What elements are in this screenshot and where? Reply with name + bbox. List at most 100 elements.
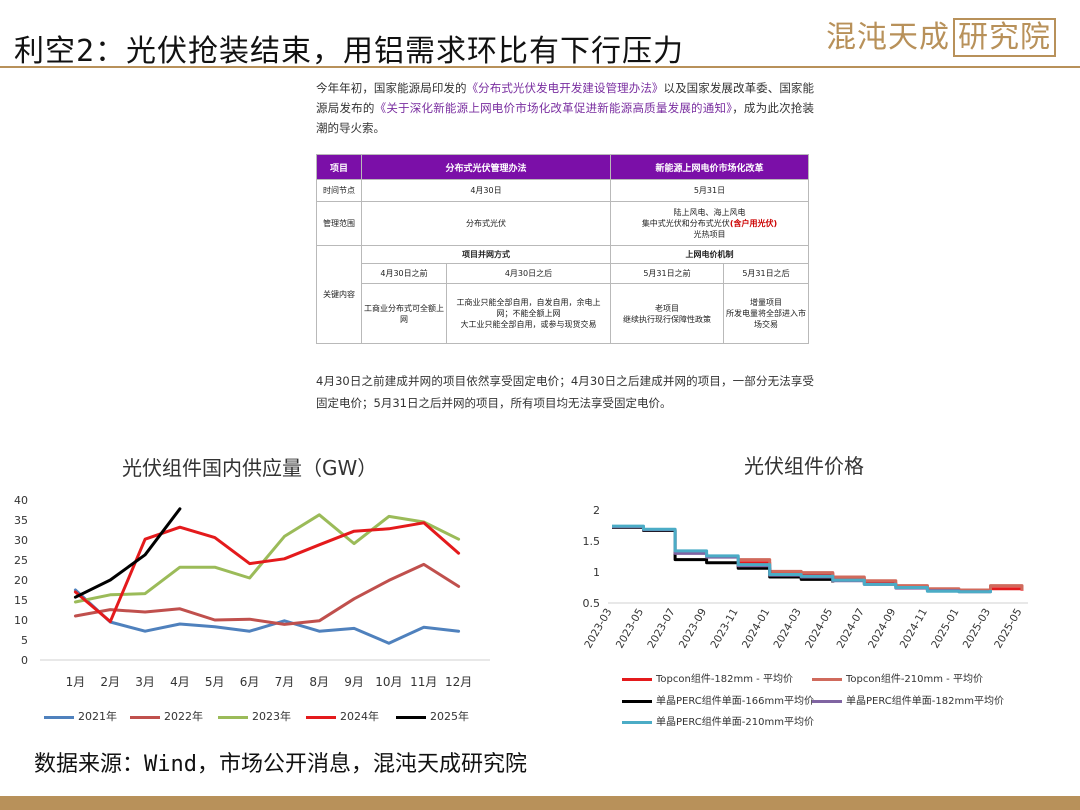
x-tick-label: 11月 (410, 675, 437, 689)
legend-item: 2022年 (130, 708, 203, 724)
legend-swatch (44, 715, 74, 719)
y-tick-label: 25 (14, 554, 28, 567)
key-content-4-line1: 增量项目 (749, 298, 782, 307)
x-tick-label: 2025-01 (929, 607, 961, 651)
key-content-4-line2: 所发电量将全部进入市场交易 (725, 309, 806, 329)
y-tick-label: 30 (14, 534, 28, 547)
key-content-1: 工商业分布式可全额上网 (361, 283, 447, 344)
key-content-3-line1: 老项目 (654, 303, 679, 313)
legend-label: 单晶PERC组件单面-166mm平均价 (656, 696, 814, 707)
key-before-1: 4月30日之前 (361, 263, 447, 284)
price-chart: 0.5 1 1.5 2 2023-03 2023-05 2023-07 2023-09 2023… (582, 504, 1028, 651)
table-row-scope: 管理范围 分布式光伏 陆上风电、海上风电 集中式光伏和分布式光伏(含户用光伏) … (316, 201, 810, 246)
key-sub-1: 项目并网方式 (361, 245, 611, 264)
x-tick-label: 8月 (309, 675, 329, 689)
scope-line-2-red: (含户用光伏) (729, 219, 778, 228)
logo-box-text: 研究院 (953, 18, 1056, 57)
intro-text-c: ，成为此次抢装潮的导火索。 (316, 101, 815, 135)
legend-swatch (622, 699, 652, 703)
legend-label: 单晶PERC组件单面-210mm平均价 (656, 717, 814, 728)
key-content-3-line2: 继续执行现行保障性政策 (622, 314, 711, 324)
scope-line-2: 集中式光伏和分布式光伏 (641, 219, 730, 228)
y-tick-label: 20 (14, 574, 28, 587)
intro-text-a: 今年年初，国家能源局印发的 (316, 81, 467, 95)
table-row-key-content: 工商业分布式可全额上网 工商业只能全部自用，自发自用，余电上网；不能全额上网 大… (317, 283, 810, 344)
series-line-4 (73, 507, 182, 599)
row-label-time: 时间节点 (316, 179, 362, 202)
legend-swatch (812, 677, 842, 681)
x-tick-label: 2023-11 (708, 607, 740, 651)
legend-label: Topcon组件-182mm - 平均价 (656, 674, 793, 685)
x-tick-label: 2023-05 (614, 607, 646, 651)
legend-swatch (218, 715, 248, 719)
key-content-2-line2: 大工业只能全部自用，或参与现货交易 (460, 320, 597, 329)
key-sub-2: 上网电价机制 (609, 245, 810, 264)
summary-paragraph: 4月30日之前建成并网的项目依然享受固定电价；4月30日之后建成并网的项目，一部… (316, 374, 814, 410)
legend-swatch (396, 715, 426, 719)
table-row-time: 时间节点 4月30日 5月31日 (316, 179, 810, 202)
legend-item: 单晶PERC组件单面-166mm平均价 (622, 692, 814, 707)
logo-main-text: 混沌天成 (826, 20, 950, 55)
x-tick-label: 12月 (445, 675, 472, 689)
header-col2: 新能源上网电价市场化改革 (609, 154, 810, 180)
legend-item: 单晶PERC组件单面-182mm平均价 (812, 692, 1004, 707)
intro-text-b: 以及国家发展改革委、国家能源局发布的 (316, 81, 815, 115)
price-series-line-4 (612, 524, 992, 594)
x-tick-label: 6月 (240, 675, 260, 689)
scope-line-3: 光热项目 (693, 230, 726, 239)
legend-item: 2024年 (306, 708, 379, 724)
title-divider (0, 66, 1080, 68)
legend-label: 2023年 (252, 710, 291, 723)
x-tick-label: 1月 (66, 675, 86, 689)
key-after-1: 4月30日之后 (446, 263, 611, 284)
supply-chart: 0 5 10 15 20 25 30 35 40 1月 2月 3月 4月 5月 6月 7月 8月 9月 10月 11月… (14, 494, 490, 689)
legend-label: 单晶PERC组件单面-182mm平均价 (846, 696, 1004, 707)
x-tick-label: 7月 (275, 675, 295, 689)
table-row-key-dates: 4月30日之前 4月30日之后 5月31日之前 5月31日之后 (317, 263, 810, 284)
cell-time-col1: 4月30日 (361, 179, 611, 202)
y-tick-label: 35 (14, 514, 28, 527)
x-tick-label: 2024-07 (835, 607, 867, 651)
legend-label: 2024年 (340, 710, 379, 723)
series-line-2 (73, 513, 461, 604)
y-tick-label: 1.5 (583, 535, 601, 548)
x-tick-label: 2025-03 (961, 607, 993, 651)
x-tick-label: 3月 (135, 675, 155, 689)
x-tick-label: 2024-11 (898, 607, 930, 651)
key-before-2: 5月31日之前 (609, 263, 724, 284)
y-tick-label: 1 (593, 566, 600, 579)
row-label-scope: 管理范围 (316, 201, 362, 246)
legend-swatch (622, 720, 652, 724)
legend-item: Topcon组件-182mm - 平均价 (622, 670, 793, 685)
y-tick-label: 40 (14, 494, 28, 507)
legend-swatch (306, 715, 336, 719)
company-logo: 混沌天成 研究院 (826, 12, 1056, 57)
series-line-0 (73, 588, 461, 645)
price-chart-title: 光伏组件价格 (744, 454, 864, 478)
x-tick-label: 2024-01 (740, 607, 772, 651)
legend-swatch (130, 715, 160, 719)
cell-time-col2: 5月31日 (609, 179, 810, 202)
legend-label: 2022年 (164, 710, 203, 723)
key-content-3: 老项目 继续执行现行保障性政策 (609, 283, 724, 344)
x-tick-label: 2024-09 (866, 607, 898, 651)
y-tick-label: 15 (14, 594, 28, 607)
header-col1: 分布式光伏管理办法 (361, 154, 611, 180)
scope-line-1: 陆上风电、海上风电 (673, 208, 746, 217)
series-line-1 (73, 562, 461, 626)
row-label-key: 关键内容 (316, 245, 362, 344)
x-tick-label: 9月 (344, 675, 364, 689)
policy-link-2: 《关于深化新能源上网电价市场化改革促进新能源高质量发展的通知》 (374, 101, 733, 115)
supply-chart-title: 光伏组件国内供应量（GW） (122, 456, 378, 480)
header-item: 项目 (316, 154, 362, 180)
table-row-key-sub: 关键内容 项目并网方式 上网电价机制 (316, 245, 810, 344)
legend-item: Topcon组件-210mm - 平均价 (812, 670, 983, 685)
price-series-line-3 (612, 525, 992, 594)
key-after-2: 5月31日之后 (722, 263, 810, 284)
x-tick-label: 2月 (100, 675, 120, 689)
legend-item: 2025年 (396, 708, 469, 724)
x-tick-label: 2025-05 (992, 607, 1024, 651)
y-tick-label: 10 (14, 614, 28, 627)
legend-item: 2021年 (44, 708, 117, 724)
cell-scope-col1: 分布式光伏 (361, 201, 611, 246)
